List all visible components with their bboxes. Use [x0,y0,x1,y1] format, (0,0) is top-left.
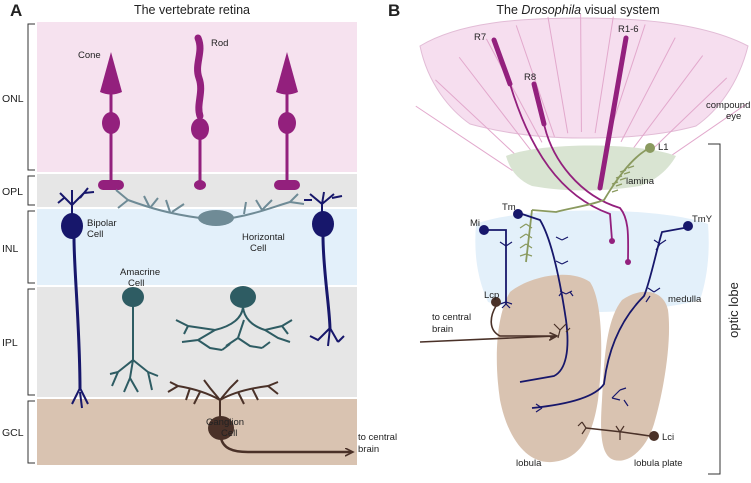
fly-output-label-2: brain [432,324,453,335]
layer-label-inl: INL [2,243,19,255]
lcp-label: Lcp [484,290,499,301]
layer-label-opl: OPL [2,186,23,198]
optic-lobe-bracket [708,143,721,475]
amacrine-cell-right [175,286,293,351]
fly-output-label-1: to central [432,312,471,323]
cone-label: Cone [78,50,101,61]
compound-eye-label-2: eye [726,111,741,122]
optic-lobe-label: optic lobe [726,282,741,338]
panel-b-letter: B [388,1,400,20]
lobula-region [496,274,602,463]
mi-neuron [479,225,513,309]
bipolar-label-2: Cell [87,229,103,240]
photoreceptor-r1-6 [597,35,629,191]
cone-cell-right [274,52,300,190]
layer-label-ipl: IPL [2,337,18,349]
r7-label: R7 [474,32,486,43]
lobula-plate-label: lobula plate [634,458,683,469]
ommatidium-line [642,77,728,160]
lamina-region [506,145,676,191]
lobula-label: lobula [516,458,542,469]
mi-label: Mi [470,218,480,229]
retina-output-label-1: to central [358,432,397,443]
rod-label: Rod [211,38,228,49]
inl-band [37,209,357,285]
amacrine-label-1: Amacrine [120,267,160,278]
ommatidium-line [515,25,555,137]
layer-label-onl: ONL [2,93,24,105]
gcl-band [37,399,357,465]
r8-label: R8 [524,72,536,83]
ommatidium-line [435,79,522,160]
ipl-band [37,287,357,397]
ommatidium-line [547,16,569,134]
layer-brackets [27,23,35,464]
ommatidium-line [458,56,532,151]
layer-label-gcl: GCL [2,427,24,439]
horizontal-label-2: Cell [250,243,266,254]
rod-cell [191,34,209,190]
panel-a-title: The vertebrate retina [134,3,250,17]
l1-neuron [531,143,655,213]
amacrine-label-2: Cell [128,278,144,289]
panel-a-letter: A [10,1,22,20]
medulla-label: medulla [668,294,702,305]
tmy-label: TmY [692,214,713,225]
cone-cell-left [98,52,124,190]
bipolar-cell-right [304,191,345,347]
tm-label: Tm [502,202,516,213]
ganglion-cell [167,379,352,452]
compound-eye-label-1: compound [706,100,750,111]
ommatidium-line [485,38,543,143]
bipolar-label-1: Bipolar [87,218,117,229]
panel-b-title: The Drosophila visual system [496,3,659,17]
lamina-monopolar-projection [519,209,533,263]
lcp-neuron [419,297,556,343]
lci-label: Lci [662,432,674,443]
photoreceptor-r7 [491,37,615,244]
photoreceptor-r8 [531,81,631,265]
horizontal-cell [115,189,305,226]
ommatidium-line [415,105,513,171]
retina-output-label-2: brain [358,444,379,455]
ommatidium-line [620,37,676,143]
horizontal-label-1: Horizontal [242,232,285,243]
tmy-neuron [531,221,693,413]
l1-label: L1 [658,142,669,153]
ommatidium-line [580,14,582,133]
tm-neuron [513,209,574,383]
bipolar-cell-left [57,187,95,409]
ommatidium-line [594,16,614,134]
amacrine-cell-left [109,287,159,393]
ganglion-label-1: Ganglion [206,417,244,428]
lamina-label: lamina [626,176,655,187]
r1-6-label: R1-6 [618,24,639,35]
opl-band [37,174,357,207]
lci-neuron [577,421,659,441]
ganglion-label-2: Cell [221,428,237,439]
ommatidium-line [632,55,704,150]
